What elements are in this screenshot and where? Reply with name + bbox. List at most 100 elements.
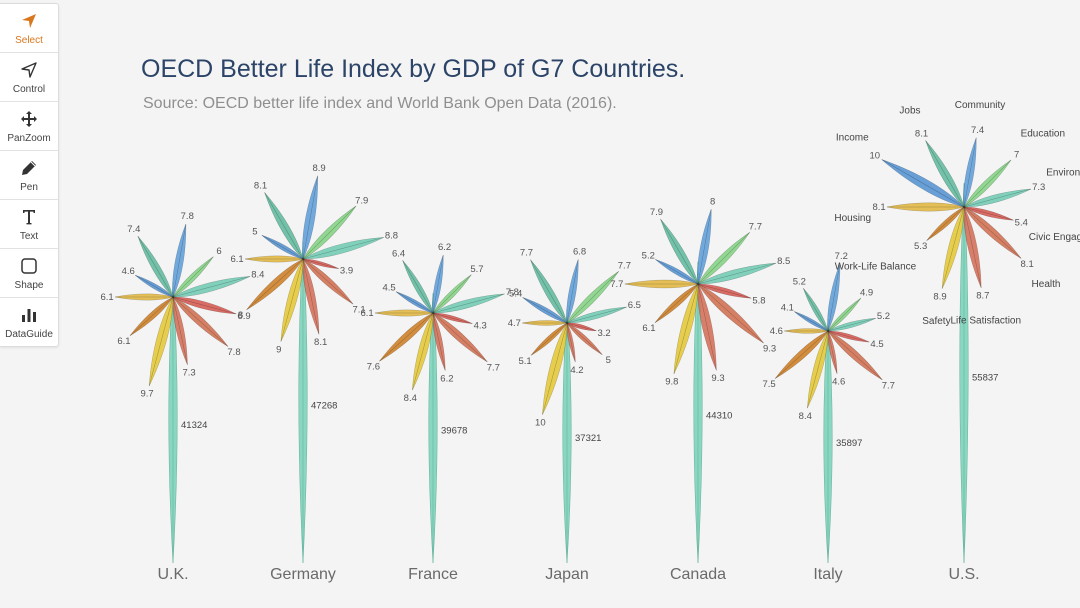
petal-value-label: 8.4 bbox=[251, 269, 264, 280]
gdp-label: 47268 bbox=[311, 401, 337, 412]
indicator-label: Education bbox=[1021, 128, 1065, 139]
petal-housing bbox=[245, 255, 304, 263]
petal-community bbox=[172, 223, 187, 298]
petal-vein bbox=[963, 206, 1014, 221]
petal-jobs bbox=[530, 259, 568, 324]
petal-value-label: 6.1 bbox=[100, 292, 113, 303]
tool-label: Shape bbox=[14, 280, 44, 291]
petal-vein bbox=[432, 312, 488, 363]
petal-value-label: 7.1 bbox=[352, 304, 365, 315]
gdp-label: 55837 bbox=[972, 373, 998, 384]
petal-vein bbox=[542, 322, 568, 415]
petal-value-label: 10 bbox=[535, 417, 546, 428]
petal-value-label: 5.2 bbox=[877, 311, 890, 322]
petal-vein bbox=[963, 206, 982, 288]
chart-title: OECD Better Life Index by GDP of G7 Coun… bbox=[141, 55, 685, 83]
petal-value-label: 5.4 bbox=[1015, 217, 1028, 228]
petal-education bbox=[566, 271, 619, 324]
petal-value-label: 6.2 bbox=[440, 373, 453, 384]
petal-vein bbox=[379, 312, 434, 362]
petal-vein bbox=[963, 137, 977, 208]
tool-pen-button[interactable]: Pen bbox=[0, 151, 58, 200]
petal-vein bbox=[566, 322, 603, 355]
toolbar: Select Control PanZoom Pen Text Shape DataGuid… bbox=[0, 3, 59, 347]
petal-community bbox=[566, 259, 579, 324]
petal-civic-engagement bbox=[566, 322, 597, 332]
petal-vein bbox=[673, 283, 699, 374]
petal-vein bbox=[827, 297, 862, 332]
tool-panzoom-button[interactable]: PanZoom bbox=[0, 102, 58, 151]
petal-vein bbox=[881, 159, 965, 208]
petal-value-label: 6.9 bbox=[237, 311, 250, 322]
petal-vein bbox=[963, 159, 1012, 208]
tool-label: Text bbox=[19, 231, 39, 242]
petal-value-label: 4.3 bbox=[474, 321, 487, 332]
petal-health bbox=[302, 258, 354, 305]
tool-label: Pen bbox=[20, 182, 38, 193]
petal-value-label: 7.9 bbox=[650, 207, 663, 218]
petal-value-label: 7.6 bbox=[367, 362, 380, 373]
petal-vein bbox=[660, 218, 699, 285]
petal-work-life-balance bbox=[926, 206, 965, 241]
indicator-label: Environment bbox=[1046, 167, 1080, 178]
petal-safety bbox=[412, 312, 434, 391]
petal-value-label: 10 bbox=[870, 151, 881, 162]
tool-label: Select bbox=[15, 35, 43, 46]
flower-canada: 44310 8 7.7 8.5 5.8 9.3 9.3 9.8 6.1 7.7 5.2 7.9 Cana… bbox=[610, 196, 790, 583]
flower-germany: 47268 8.9 7.9 8.8 3.9 7.1 8.1 9 8 6.1 5 8.1 Germany bbox=[230, 163, 398, 583]
petal-jobs bbox=[402, 260, 434, 314]
indicator-label: Income bbox=[836, 133, 869, 144]
petal-jobs bbox=[660, 218, 699, 285]
petal-value-label: 5.4 bbox=[509, 288, 522, 299]
petal-vein bbox=[395, 291, 434, 314]
petal-value-label: 6.1 bbox=[230, 254, 243, 265]
petal-value-label: 4.5 bbox=[870, 339, 883, 350]
tool-control-button[interactable]: Control bbox=[0, 53, 58, 102]
petal-vein bbox=[302, 258, 354, 305]
petal-value-label: 6 bbox=[216, 246, 221, 257]
petal-vein bbox=[807, 330, 829, 409]
petal-value-label: 8.1 bbox=[254, 180, 267, 191]
petal-value-label: 7.4 bbox=[971, 125, 984, 136]
petal-life-satisfaction bbox=[566, 322, 576, 363]
tool-select-button[interactable]: Select bbox=[0, 4, 58, 53]
petal-vein bbox=[129, 296, 174, 336]
petal-health bbox=[697, 283, 764, 344]
petal-value-label: 5.7 bbox=[470, 264, 483, 275]
petal-health bbox=[963, 206, 1022, 259]
petal-value-label: 4.9 bbox=[860, 287, 873, 298]
petal-value-label: 7 bbox=[1014, 149, 1019, 160]
text-t-icon bbox=[18, 206, 40, 228]
petal-value-label: 5 bbox=[252, 226, 257, 237]
petal-value-label: 6.5 bbox=[628, 300, 641, 311]
tool-shape-button[interactable]: Shape bbox=[0, 249, 58, 298]
petal-value-label: 5.2 bbox=[793, 276, 806, 287]
petal-housing bbox=[375, 309, 434, 317]
petal-value-label: 5.3 bbox=[914, 241, 927, 252]
petal-life-satisfaction bbox=[963, 206, 982, 288]
petal-vein bbox=[963, 206, 1022, 259]
tool-text-button[interactable]: Text bbox=[0, 200, 58, 249]
petal-value-label: 3.2 bbox=[597, 328, 610, 339]
petal-jobs bbox=[803, 288, 829, 332]
country-label: France bbox=[408, 566, 458, 583]
petal-life-satisfaction bbox=[302, 258, 320, 335]
petal-value-label: 8.1 bbox=[1021, 259, 1034, 270]
petal-vein bbox=[827, 263, 841, 332]
petal-value-label: 8.5 bbox=[777, 256, 790, 267]
petal-vein bbox=[827, 330, 870, 343]
petal-vein bbox=[172, 296, 229, 347]
country-label: Germany bbox=[270, 566, 336, 583]
petal-value-label: 6.2 bbox=[438, 242, 451, 253]
petal-value-label: 8 bbox=[710, 196, 715, 207]
petal-vein bbox=[246, 258, 304, 311]
petal-jobs bbox=[137, 235, 174, 298]
petal-safety bbox=[542, 322, 568, 415]
petal-environment bbox=[827, 317, 876, 332]
petal-civic-engagement bbox=[172, 296, 237, 315]
petal-value-label: 8.1 bbox=[915, 128, 928, 139]
petal-value-label: 8.1 bbox=[872, 202, 885, 213]
petal-vein bbox=[172, 276, 251, 298]
tool-dataguide-button[interactable]: DataGuide bbox=[0, 298, 58, 346]
country-label: Italy bbox=[813, 566, 842, 583]
